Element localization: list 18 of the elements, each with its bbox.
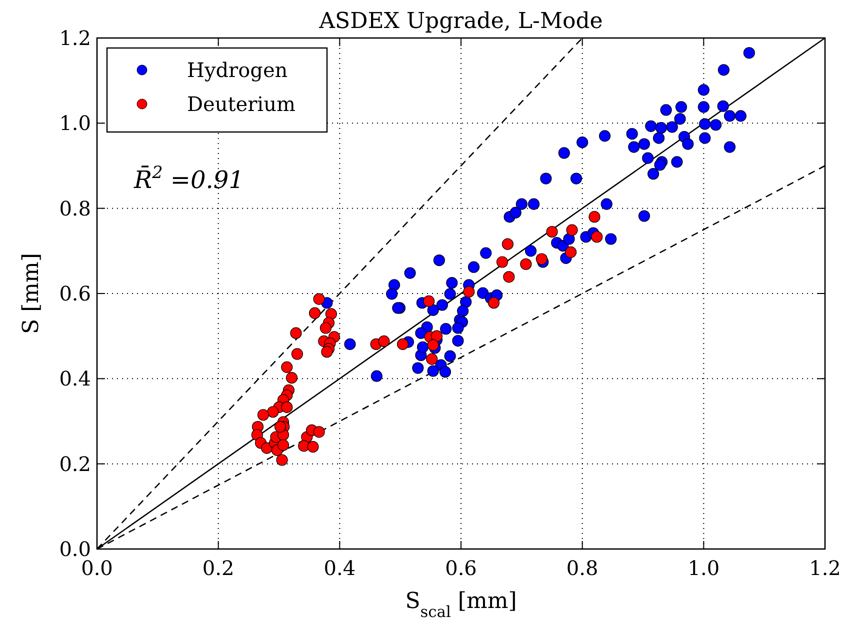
x-tick-label: 0.4	[324, 556, 356, 580]
x-tick-label: 1.2	[809, 556, 841, 580]
y-tick-label: 0.2	[59, 452, 91, 476]
x-tick-label: 0.6	[445, 556, 477, 580]
x-axis-title: S$_{scal}$ [mm]	[405, 589, 517, 621]
x-tick-label: 1.0	[688, 556, 720, 580]
y-tick-label: 1.0	[59, 111, 91, 136]
x-tick-label: 0.8	[566, 556, 598, 580]
y-axis-title: S [mm]	[19, 253, 44, 334]
legend-label: Deuterium	[187, 92, 296, 116]
y-tick-label: 0.4	[59, 366, 91, 391]
annotation: R̄$^{2}$ =0.91	[133, 162, 244, 194]
legend-label: Hydrogen	[187, 58, 288, 82]
y-tick-label: 0.8	[59, 196, 91, 220]
x-tick-label: 0.2	[202, 556, 234, 580]
y-tick-label: 0.6	[59, 282, 91, 306]
chart-title: ASDEX Upgrade, L-Mode	[318, 9, 603, 34]
y-tick-label: 1.2	[59, 26, 91, 50]
